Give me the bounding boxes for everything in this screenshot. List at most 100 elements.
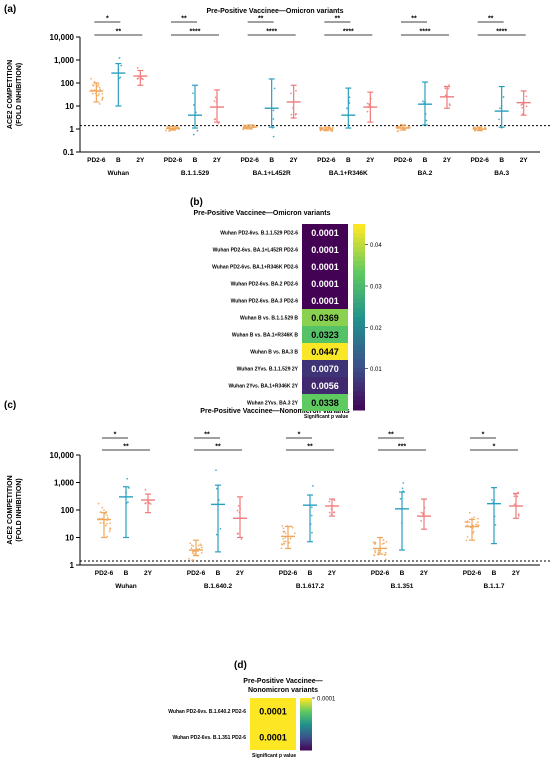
y-axis-title-line1: ACE2 COMPETITION bbox=[7, 475, 14, 544]
panel-b-heatmap: 0.0001 Wuhan PD2-6vs. B.1.1.529 PD2-6 0.00… bbox=[212, 224, 382, 420]
data-point bbox=[200, 551, 203, 554]
colorbar-segment bbox=[353, 275, 365, 281]
data-point bbox=[189, 542, 192, 545]
heatmap-cell bbox=[302, 394, 348, 411]
x-tick-label: 2Y bbox=[366, 157, 375, 164]
data-point bbox=[384, 551, 387, 554]
y-tick-label: 10,000 bbox=[50, 451, 75, 460]
data-point bbox=[190, 547, 193, 550]
data-point bbox=[288, 541, 291, 544]
y-axis-title-line2: (FOLD INHIBITION) bbox=[16, 63, 23, 126]
heatmap-cell-value: 0.0001 bbox=[311, 262, 339, 272]
data-point bbox=[447, 87, 450, 90]
significance-label: ** bbox=[307, 444, 313, 451]
colorbar-segment bbox=[300, 700, 312, 703]
panel-c-title: Pre-Positive Vaccinee—Nonomicron variant… bbox=[200, 408, 349, 415]
significance-label: ** bbox=[215, 444, 221, 451]
x-tick-label: B bbox=[269, 157, 274, 164]
data-point bbox=[384, 553, 387, 556]
y-tick-label: 100 bbox=[61, 506, 75, 515]
x-tick-label: B bbox=[346, 157, 351, 164]
colorbar-segment bbox=[300, 743, 312, 746]
data-point bbox=[98, 93, 101, 96]
data-point bbox=[374, 549, 376, 552]
colorbar-segment bbox=[353, 298, 365, 304]
data-point bbox=[284, 532, 287, 535]
data-point bbox=[283, 542, 285, 545]
data-point bbox=[282, 537, 284, 540]
data-point bbox=[293, 532, 296, 535]
data-point bbox=[383, 542, 385, 544]
data-point bbox=[92, 84, 95, 87]
heatmap-cell bbox=[250, 724, 296, 750]
data-point bbox=[193, 553, 196, 555]
data-point bbox=[444, 87, 447, 90]
colorbar-segment bbox=[300, 714, 312, 717]
data-point bbox=[498, 118, 501, 121]
heatmap-row-label: Wuhan B vs. BA.1+R346K B bbox=[232, 333, 299, 339]
colorbar-segment bbox=[353, 377, 365, 383]
heatmap-row-label: Wuhan 2Yvs. BA.3 2Y bbox=[247, 401, 299, 407]
colorbar-segment bbox=[300, 748, 312, 751]
colorbar-segment bbox=[353, 368, 365, 374]
x-tick-label: 2Y bbox=[328, 570, 337, 577]
panel-d-title-line2: Nonomicron variants bbox=[248, 687, 318, 694]
data-point bbox=[144, 488, 147, 491]
data-point bbox=[200, 544, 203, 547]
colorbar-segment bbox=[300, 705, 312, 708]
significance-label: * bbox=[298, 432, 301, 439]
y-tick-label: 100 bbox=[61, 79, 75, 88]
heatmap-row-label: Wuhan PD2-6vs. BA.1+R346K PD2-6 bbox=[212, 265, 298, 271]
colorbar-segment bbox=[353, 233, 365, 239]
colorbar-segment bbox=[300, 725, 312, 728]
data-point bbox=[373, 542, 376, 545]
data-point bbox=[466, 536, 469, 538]
data-point bbox=[284, 536, 287, 539]
x-tick-label: B bbox=[308, 570, 313, 577]
data-point bbox=[346, 107, 348, 110]
data-point bbox=[282, 530, 285, 533]
x-tick-label: PD2-6 bbox=[187, 570, 206, 577]
data-point bbox=[475, 523, 478, 526]
colorbar-segment bbox=[353, 293, 365, 299]
heatmap-row-label: Wuhan 2Yvs. B.1.1.529 2Y bbox=[237, 367, 299, 373]
data-point bbox=[513, 495, 516, 498]
data-point bbox=[252, 124, 255, 127]
colorbar-segment bbox=[300, 701, 312, 704]
heatmap-cell-value: 0.0323 bbox=[311, 330, 339, 340]
heatmap-cell-value: 0.0001 bbox=[259, 707, 287, 717]
colorbar-segment bbox=[300, 742, 312, 744]
data-point bbox=[98, 86, 101, 89]
x-tick-label: PD2-6 bbox=[240, 157, 259, 164]
data-point bbox=[188, 557, 190, 560]
x-tick-label: B bbox=[216, 570, 221, 577]
data-point bbox=[128, 487, 130, 489]
data-point bbox=[490, 498, 493, 501]
data-point bbox=[244, 127, 247, 130]
data-point bbox=[219, 527, 222, 530]
data-point bbox=[374, 551, 377, 554]
data-point bbox=[90, 77, 92, 80]
group-label: BA.1+R346K bbox=[329, 170, 368, 177]
data-point bbox=[101, 506, 104, 509]
data-point bbox=[97, 84, 100, 86]
data-point bbox=[502, 96, 505, 98]
significance-label: ** bbox=[335, 16, 341, 23]
x-tick-label: 2Y bbox=[520, 157, 529, 164]
colorbar-tick-label: 0.02 bbox=[370, 326, 382, 332]
heatmap-cell bbox=[302, 224, 348, 241]
colorbar-segment bbox=[300, 717, 312, 720]
heatmap-row-label: Wuhan PD2-6vs. B.1.1.529 PD2-6 bbox=[220, 231, 298, 237]
data-point bbox=[237, 505, 240, 507]
data-point bbox=[280, 543, 283, 545]
x-tick-label: B bbox=[492, 570, 497, 577]
colorbar-tick-label: 0.0001 bbox=[317, 697, 336, 703]
significance-label: * bbox=[493, 444, 496, 451]
data-point bbox=[477, 517, 480, 520]
colorbar-segment bbox=[353, 312, 365, 318]
colorbar-segment bbox=[300, 730, 312, 733]
data-point bbox=[236, 509, 239, 512]
group-label: Wuhan bbox=[108, 170, 130, 177]
data-point bbox=[328, 500, 331, 503]
data-point bbox=[473, 516, 475, 519]
